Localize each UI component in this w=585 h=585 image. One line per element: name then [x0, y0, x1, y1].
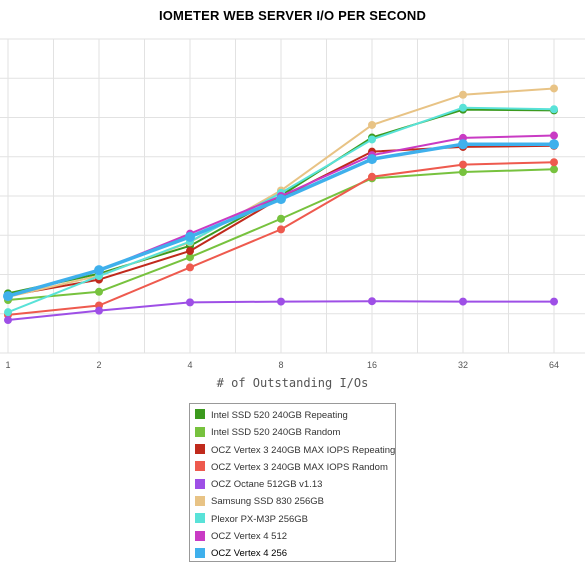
data-point[interactable] — [276, 194, 286, 205]
data-point[interactable] — [459, 168, 467, 177]
legend-item[interactable]: Intel SSD 520 240GB Repeating — [195, 407, 395, 424]
legend-item[interactable]: Intel SSD 520 240GB Random — [195, 424, 395, 441]
data-point[interactable] — [368, 297, 376, 306]
data-point[interactable] — [4, 316, 12, 325]
legend-swatch — [195, 409, 205, 420]
data-point[interactable] — [550, 158, 558, 167]
legend-item[interactable]: Samsung SSD 830 256GB — [195, 493, 395, 510]
data-point[interactable] — [459, 90, 467, 99]
series-layer — [3, 84, 559, 325]
x-tick-label: 4 — [187, 360, 192, 370]
x-tick-label: 1 — [5, 360, 10, 370]
data-point[interactable] — [459, 103, 467, 112]
legend-swatch — [195, 530, 205, 541]
data-point[interactable] — [95, 306, 103, 315]
legend-label: Intel SSD 520 240GB Random — [211, 427, 341, 439]
chart-title: IOMETER WEB SERVER I/O PER SECOND — [158, 8, 427, 23]
legend-item[interactable]: OCZ Vertex 4 256 — [195, 545, 395, 562]
data-point[interactable] — [550, 131, 558, 140]
x-tick-label: 2 — [96, 360, 101, 370]
legend-label: OCZ Vertex 3 240GB MAX IOPS Random — [211, 461, 388, 473]
legend-label: OCZ Vertex 4 512 — [211, 531, 288, 543]
legend-label: Plexor PX-M3P 256GB — [211, 513, 308, 525]
data-point[interactable] — [458, 139, 468, 150]
legend-swatch — [195, 444, 205, 455]
data-point[interactable] — [368, 120, 376, 129]
legend-swatch — [195, 426, 205, 437]
data-point[interactable] — [95, 287, 103, 296]
x-tick-label: 32 — [458, 360, 468, 370]
legend-label: OCZ Octane 512GB v1.13 — [211, 479, 323, 491]
data-point[interactable] — [186, 263, 194, 272]
data-point[interactable] — [186, 246, 194, 255]
series-group[interactable] — [4, 297, 558, 325]
data-point[interactable] — [550, 165, 558, 174]
legend-swatch — [195, 513, 205, 524]
x-tick-label: 16 — [367, 360, 377, 370]
legend-item[interactable]: OCZ Vertex 4 512 — [195, 528, 395, 545]
data-point[interactable] — [459, 160, 467, 169]
data-point[interactable] — [3, 291, 13, 302]
legend-swatch — [195, 461, 205, 472]
legend-item[interactable]: Plexor PX-M3P 256GB — [195, 511, 395, 528]
data-point[interactable] — [94, 265, 104, 276]
data-point[interactable] — [4, 308, 12, 317]
series-group[interactable] — [3, 139, 559, 302]
legend-item[interactable]: OCZ Vertex 3 240GB MAX IOPS Repeating — [195, 442, 395, 459]
data-point[interactable] — [186, 253, 194, 262]
data-point[interactable] — [368, 135, 376, 144]
legend-swatch — [195, 478, 205, 489]
legend-item[interactable]: OCZ Vertex 3 240GB MAX IOPS Random — [195, 459, 395, 476]
x-tick-labels: 1 2 4 8 16 32 64 — [5, 360, 559, 370]
legend-item[interactable]: OCZ Octane 512GB v1.13 — [195, 476, 395, 493]
legend-label: Samsung SSD 830 256GB — [211, 496, 325, 508]
legend-label: OCZ Vertex 3 240GB MAX IOPS Repeating — [211, 444, 396, 456]
legend-label: OCZ Vertex 4 256 — [211, 548, 288, 560]
legend-swatch — [195, 547, 205, 558]
data-point[interactable] — [550, 105, 558, 114]
data-point[interactable] — [549, 139, 559, 150]
data-point[interactable] — [277, 214, 285, 223]
data-point[interactable] — [459, 297, 467, 306]
data-point[interactable] — [550, 297, 558, 306]
data-point[interactable] — [277, 225, 285, 234]
x-tick-label: 8 — [278, 360, 283, 370]
x-axis-title: # of Outstanding I/Os — [216, 376, 369, 390]
x-tick-label: 64 — [549, 360, 559, 370]
data-point[interactable] — [550, 84, 558, 93]
data-point[interactable] — [277, 297, 285, 306]
data-point[interactable] — [367, 154, 377, 165]
legend-label: Intel SSD 520 240GB Repeating — [211, 410, 348, 421]
legend: Intel SSD 520 240GB Repeating Intel SSD 5… — [189, 403, 396, 562]
data-point[interactable] — [368, 172, 376, 181]
data-point[interactable] — [185, 231, 195, 242]
data-point[interactable] — [186, 298, 194, 307]
legend-swatch — [195, 495, 205, 506]
